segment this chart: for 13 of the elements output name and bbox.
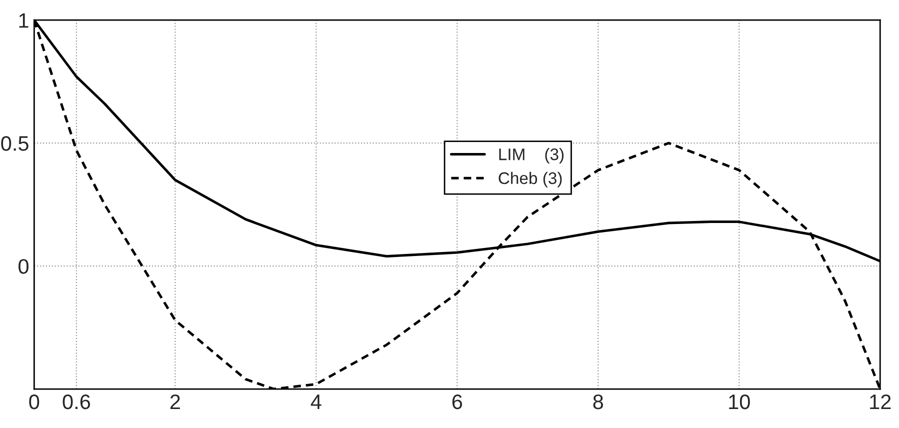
legend-label: Cheb (3) bbox=[498, 172, 562, 188]
y-tick-label: 1 bbox=[19, 13, 28, 28]
x-tick-label: 8 bbox=[593, 394, 604, 410]
x-tick-label: 10 bbox=[729, 394, 750, 410]
x-tick-label: 6 bbox=[452, 394, 462, 410]
y-tick-label: 0 bbox=[18, 259, 28, 274]
x-tick-label: 2 bbox=[170, 394, 180, 410]
x-tick-label: 12 bbox=[870, 394, 891, 410]
x-tick-label: 0.6 bbox=[62, 394, 90, 410]
x-tick-label: 0 bbox=[29, 394, 40, 410]
legend-label: LIM (3) bbox=[499, 148, 564, 164]
y-tick-label: 0.5 bbox=[1, 136, 28, 151]
x-tick-label: 4 bbox=[310, 394, 322, 410]
